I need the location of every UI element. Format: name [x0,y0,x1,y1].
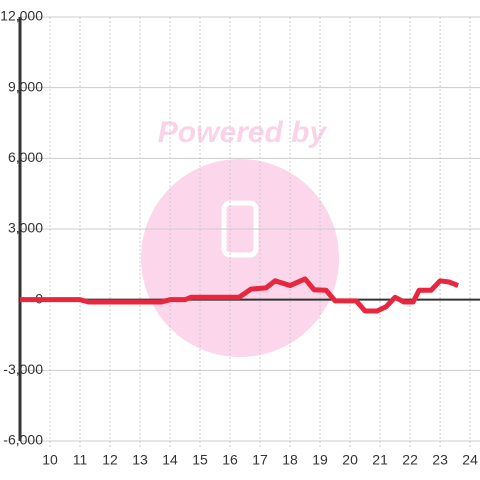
x-tick-label: 24 [462,452,478,468]
x-tick-label: 11 [73,452,88,468]
y-tick-label: 12,000 [0,8,43,24]
watermark-text: Powered by [158,116,328,149]
x-tick-label: 12 [102,452,118,468]
x-tick-label: 22 [402,452,418,468]
x-tick-label: 16 [222,452,238,468]
y-tick-label: -6,000 [3,432,43,448]
x-tick-label: 21 [372,452,388,468]
y-tick-label: -3,000 [3,361,43,377]
x-tick-label: 23 [432,452,448,468]
y-tick-label: 3,000 [8,220,43,236]
x-tick-label: 17 [252,452,268,468]
x-tick-label: 20 [342,452,358,468]
data-line [20,276,460,314]
x-tick-label: 13 [132,452,148,468]
x-tick-label: 10 [42,452,58,468]
watermark-logo [141,159,339,357]
y-tick-label: 6,000 [8,149,43,165]
x-tick-label: 19 [312,452,328,468]
x-tick-label: 15 [192,452,208,468]
x-tick-label: 14 [162,452,178,468]
x-tick-label: 18 [282,452,298,468]
y-tick-label: 9,000 [8,78,43,94]
